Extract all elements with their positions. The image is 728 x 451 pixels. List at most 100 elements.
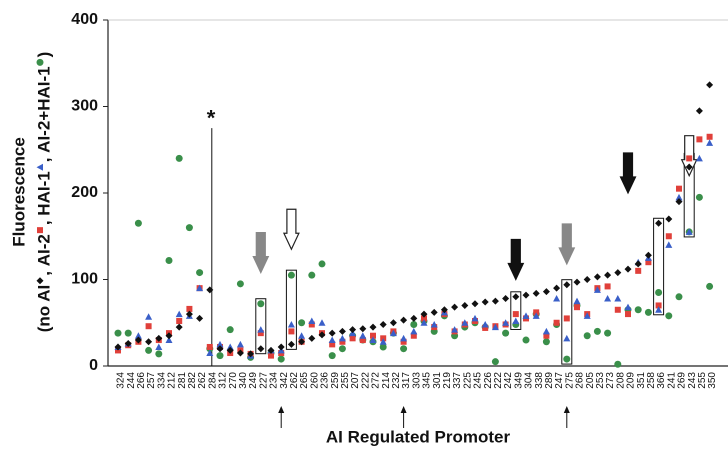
y-label-separator: , xyxy=(34,216,53,225)
point xyxy=(614,306,621,313)
point xyxy=(553,319,560,326)
point xyxy=(389,319,397,327)
x-axis-title: AI Regulated Promoter xyxy=(326,427,511,446)
y-tick-label: 100 xyxy=(71,271,98,288)
point xyxy=(308,317,316,325)
point xyxy=(563,355,571,363)
x-tick-label: 270 xyxy=(228,372,239,389)
x-tick-label: 234 xyxy=(269,372,280,389)
point xyxy=(706,282,714,290)
x-tick-label: 214 xyxy=(381,372,392,389)
point xyxy=(481,320,489,328)
x-tick-label: 334 xyxy=(156,372,167,389)
point xyxy=(644,251,652,259)
point xyxy=(482,324,489,331)
point xyxy=(583,332,591,340)
point xyxy=(553,295,561,302)
x-tick-label: 301 xyxy=(432,372,443,389)
point xyxy=(379,320,387,328)
legend-marker xyxy=(36,163,43,171)
point xyxy=(277,355,285,363)
point xyxy=(236,349,244,357)
x-tick-label: 366 xyxy=(656,372,667,389)
point xyxy=(655,306,663,313)
legend-marker xyxy=(36,277,44,285)
highlight-box xyxy=(285,269,297,350)
point xyxy=(695,107,703,115)
point xyxy=(216,340,224,348)
x-tick-label: 272 xyxy=(371,372,382,389)
point xyxy=(176,318,183,325)
x-tick-label: 253 xyxy=(595,372,606,389)
point xyxy=(542,288,550,296)
x-tick-label: 208 xyxy=(615,372,626,389)
x-tick-label: 257 xyxy=(146,372,157,389)
point xyxy=(440,306,448,314)
point xyxy=(614,360,622,368)
point xyxy=(308,271,316,279)
point xyxy=(706,133,713,140)
point xyxy=(165,332,173,340)
x-tick-label: 345 xyxy=(422,372,433,389)
x-tick-label: 350 xyxy=(707,372,718,389)
point xyxy=(185,224,193,232)
point xyxy=(369,336,377,344)
point xyxy=(338,345,346,353)
point xyxy=(420,310,428,318)
callout-arrow xyxy=(619,152,637,195)
point xyxy=(175,310,183,318)
point xyxy=(655,288,663,296)
x-tick-label: 269 xyxy=(677,372,688,389)
y-tick-label: 0 xyxy=(89,357,98,374)
marker-arrow-head xyxy=(563,406,570,413)
legend-marker xyxy=(37,227,43,234)
point xyxy=(665,241,673,248)
x-tick-label: 255 xyxy=(340,372,351,389)
point xyxy=(491,297,499,305)
x-tick-label: 349 xyxy=(513,372,524,389)
point xyxy=(369,323,377,331)
x-tick-label: 342 xyxy=(279,372,290,389)
highlight-box xyxy=(510,291,522,330)
highlight-box xyxy=(653,217,665,316)
x-tick-label: 243 xyxy=(687,372,698,389)
point xyxy=(257,326,265,333)
point xyxy=(573,278,581,286)
point xyxy=(410,332,417,339)
x-tick-label: 212 xyxy=(167,372,178,389)
point xyxy=(624,303,632,311)
point xyxy=(512,317,520,325)
point xyxy=(634,260,642,268)
marker-arrow-head xyxy=(400,406,407,413)
highlight-box xyxy=(561,279,573,365)
point xyxy=(574,304,580,311)
x-tick-label: 207 xyxy=(350,372,361,389)
point xyxy=(186,305,193,312)
point xyxy=(175,154,183,162)
point xyxy=(328,336,336,344)
point xyxy=(614,269,622,277)
point xyxy=(288,328,295,335)
x-tick-label: 258 xyxy=(646,372,657,389)
point xyxy=(563,315,570,322)
x-tick-label: 281 xyxy=(177,372,188,389)
y-tick-label: 300 xyxy=(71,98,98,115)
point xyxy=(349,326,357,334)
x-tick-label: 268 xyxy=(575,372,586,389)
point xyxy=(410,327,418,335)
point xyxy=(604,329,612,337)
point xyxy=(563,281,571,289)
x-tick-label: 247 xyxy=(554,372,565,389)
point xyxy=(471,314,479,322)
point xyxy=(370,332,376,339)
point xyxy=(593,273,601,281)
point xyxy=(706,81,714,89)
point xyxy=(298,332,306,339)
point xyxy=(114,343,122,351)
x-tick-label: 236 xyxy=(320,372,331,389)
point xyxy=(236,280,244,288)
point xyxy=(553,284,561,292)
point xyxy=(196,314,204,322)
point xyxy=(430,308,438,316)
